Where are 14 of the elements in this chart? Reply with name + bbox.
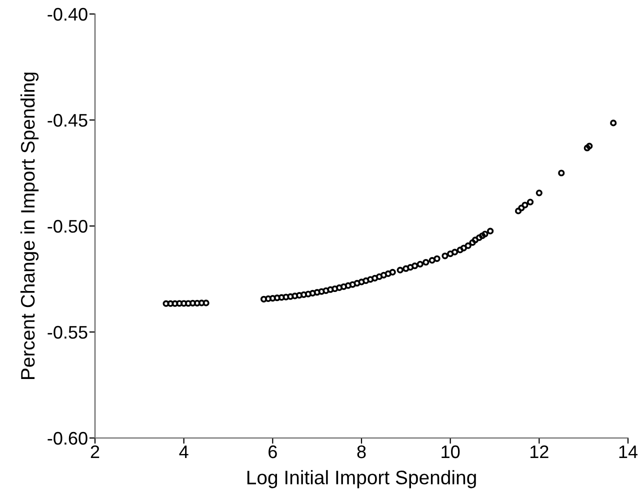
x-axis-title: Log Initial Import Spending <box>247 470 476 488</box>
y-tick-label: -0.45 <box>48 114 88 127</box>
x-tick-label: 6 <box>268 445 277 458</box>
y-axis-title: Percent Change in Import Spending <box>20 72 39 379</box>
x-tick-label: 14 <box>619 446 638 458</box>
y-tick-label: -0.60 <box>48 432 88 445</box>
x-tick-label: 4 <box>179 446 188 458</box>
x-tick-label: 12 <box>530 445 548 458</box>
y-tick-label: -0.55 <box>48 326 88 339</box>
x-tick-label: 2 <box>90 445 100 458</box>
x-tick-label: 10 <box>442 445 460 458</box>
y-tick-label: -0.40 <box>48 8 88 21</box>
y-tick-label: -0.50 <box>48 220 88 233</box>
x-tick-label: 8 <box>357 445 366 458</box>
